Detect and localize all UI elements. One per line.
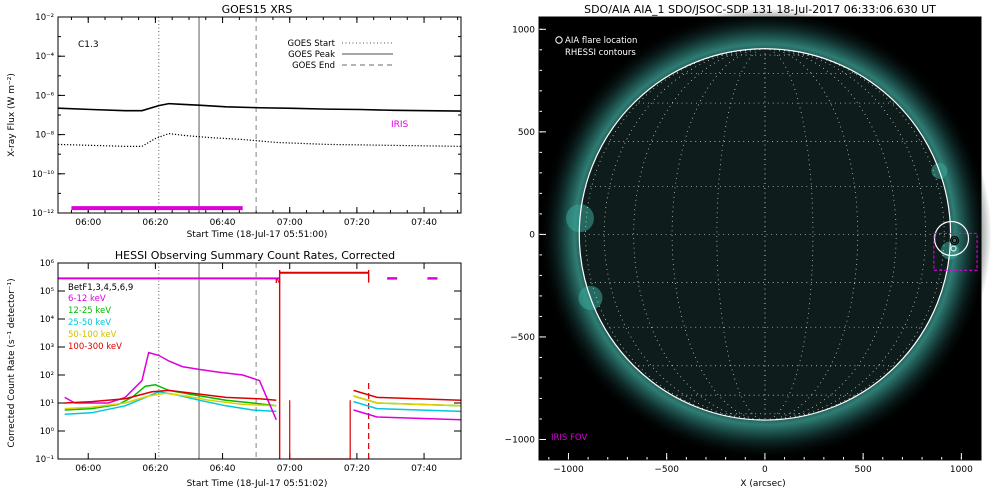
- goes-y-tick-label: 10⁻²: [35, 13, 54, 23]
- goes-x-tick-label: 06:00: [75, 218, 101, 228]
- hessi-legend-25-50: 25-50 keV: [68, 318, 111, 328]
- hessi-y-label: Corrected Count Rate (s⁻¹ detector⁻¹): [7, 278, 17, 447]
- goes-y-tick-label: 10⁻⁶: [35, 91, 54, 101]
- aia-y-tick-label: −1000: [505, 435, 536, 445]
- aia-panel: SDO/AIA AIA_1 SDO/JSOC-SDP 131 18-Jul-20…: [505, 3, 992, 489]
- hessi-series-50-100-keV: [64, 392, 277, 410]
- goes-y-tick-label: 10⁻⁸: [35, 131, 54, 141]
- goes-iris-label: IRIS: [391, 120, 409, 130]
- aia-y-tick-label: 1000: [512, 25, 535, 35]
- goes-x-tick-label: 07:40: [411, 218, 437, 228]
- hessi-series-6-12-keV: [64, 351, 277, 421]
- aia-limb-circle: [578, 48, 952, 421]
- hessi-series-post-gap-100-300-keV: [353, 389, 462, 401]
- rhessi-contour: [951, 237, 958, 244]
- hessi-series-post-gap-25-50-keV: [353, 400, 462, 413]
- aia-x-tick-label: −1000: [553, 465, 584, 475]
- goes-y-label: X-ray Flux (W m⁻²): [7, 73, 17, 157]
- aia-legend-rhessi-text: RHESSI contours: [565, 48, 636, 58]
- aia-iris-fov-label: IRIS FOV: [551, 433, 587, 443]
- aia-longitude-line: [764, 48, 926, 421]
- goes-short-channel-line: [57, 133, 462, 147]
- aia-x-tick-label: 0: [762, 465, 768, 475]
- goes-xrs-panel: GOES15 XRS C1.3 X-ray Flux (W m⁻²) Start…: [7, 3, 462, 240]
- hessi-y-tick-label: 10³: [40, 343, 54, 353]
- goes-y-tick-label: 10⁻¹²: [32, 209, 54, 219]
- aia-longitude-line: [603, 48, 765, 421]
- hessi-night-label: N: [275, 277, 281, 285]
- goes-x-tick-label: 07:20: [344, 218, 370, 228]
- hessi-y-tick-label: 10⁰: [40, 427, 55, 437]
- hessi-legend-50-100: 50-100 keV: [68, 330, 117, 340]
- goes-y-tick-label: 10⁻¹⁰: [32, 170, 55, 180]
- hessi-x-tick-label: 06:20: [142, 464, 168, 474]
- hessi-y-tick-label: 10⁴: [40, 315, 55, 325]
- hessi-x-tick-label: 06:40: [210, 464, 236, 474]
- hessi-y-tick-label: 10⁻¹: [35, 455, 54, 465]
- hessi-legend: 6-12 keV 12-25 keV 25-50 keV 50-100 keV …: [68, 294, 122, 352]
- hessi-attenuator-label: BetF1,3,4,5,6,9: [68, 283, 133, 293]
- hessi-x-label: Start Time (18-Jul-17 05:51:02): [187, 479, 328, 489]
- aia-coordinate-grid: [579, 48, 951, 421]
- hessi-y-tick-label: 10⁶: [40, 259, 55, 269]
- hessi-x-tick-label: 06:00: [75, 464, 101, 474]
- hessi-y-tick-label: 10⁵: [40, 287, 54, 297]
- hessi-x-tick-label: 07:00: [277, 464, 303, 474]
- hessi-plot-frame: [57, 262, 462, 460]
- aia-iris-fov-box: [933, 232, 978, 271]
- goes-legend-end-label: GOES End: [292, 61, 335, 71]
- aia-legend-flare-text: AIA flare location: [565, 36, 637, 46]
- goes-legend-peak-label: GOES Peak: [288, 50, 335, 60]
- aia-image-frame: [538, 16, 982, 461]
- goes-class-annotation: C1.3: [78, 40, 99, 50]
- goes-legend: GOES Start GOES Peak GOES End: [287, 39, 393, 71]
- goes-x-tick-label: 06:40: [210, 218, 236, 228]
- aia-flare-location-circle: [933, 220, 970, 257]
- aia-y-tick-label: −500: [510, 333, 535, 343]
- hessi-legend-6-12: 6-12 keV: [68, 294, 106, 304]
- hessi-panel: HESSI Observing Summary Count Rates, Cor…: [7, 249, 462, 489]
- aia-x-tick-label: 1000: [950, 465, 973, 475]
- goes-title: GOES15 XRS: [222, 3, 293, 16]
- goes-x-tick-label: 06:20: [142, 218, 168, 228]
- hessi-series-12-25-keV: [64, 384, 277, 411]
- hessi-x-tick-label: 07:20: [344, 464, 370, 474]
- hessi-series-post-gap-50-100-keV: [353, 395, 462, 407]
- aia-solar-disk: [579, 48, 951, 421]
- goes-plot-frame: [57, 16, 462, 214]
- aia-x-tick-label: −500: [654, 465, 679, 475]
- goes-legend-start-label: GOES Start: [287, 39, 335, 49]
- aia-x-label: X (arcsec): [740, 479, 785, 489]
- goes-y-tick-label: 10⁻⁴: [35, 52, 54, 62]
- hessi-series-post-gap-6-12-keV: [353, 409, 462, 421]
- hessi-x-tick-label: 07:40: [411, 464, 437, 474]
- rhessi-contour: [950, 245, 957, 252]
- rhessi-contour: [949, 235, 960, 246]
- hessi-y-tick-label: 10¹: [40, 399, 54, 409]
- aia-longitude-line: [764, 48, 945, 421]
- hessi-title: HESSI Observing Summary Count Rates, Cor…: [115, 249, 395, 262]
- goes-x-tick-label: 07:00: [277, 218, 303, 228]
- hessi-y-tick-label: 10²: [40, 371, 54, 381]
- hessi-legend-100-300: 100-300 keV: [68, 342, 122, 352]
- hessi-series-100-300-keV: [64, 389, 277, 404]
- goes-x-label: Start Time (18-Jul-17 05:51:00): [187, 230, 328, 240]
- aia-y-tick-label: 500: [518, 128, 535, 138]
- aia-longitude-line: [585, 48, 765, 421]
- goes-long-channel-line: [57, 102, 462, 112]
- aia-y-tick-label: 0: [529, 230, 535, 240]
- aia-x-tick-label: 500: [855, 465, 872, 475]
- aia-legend-flare-symbol: [555, 36, 563, 44]
- hessi-legend-12-25: 12-25 keV: [68, 306, 111, 316]
